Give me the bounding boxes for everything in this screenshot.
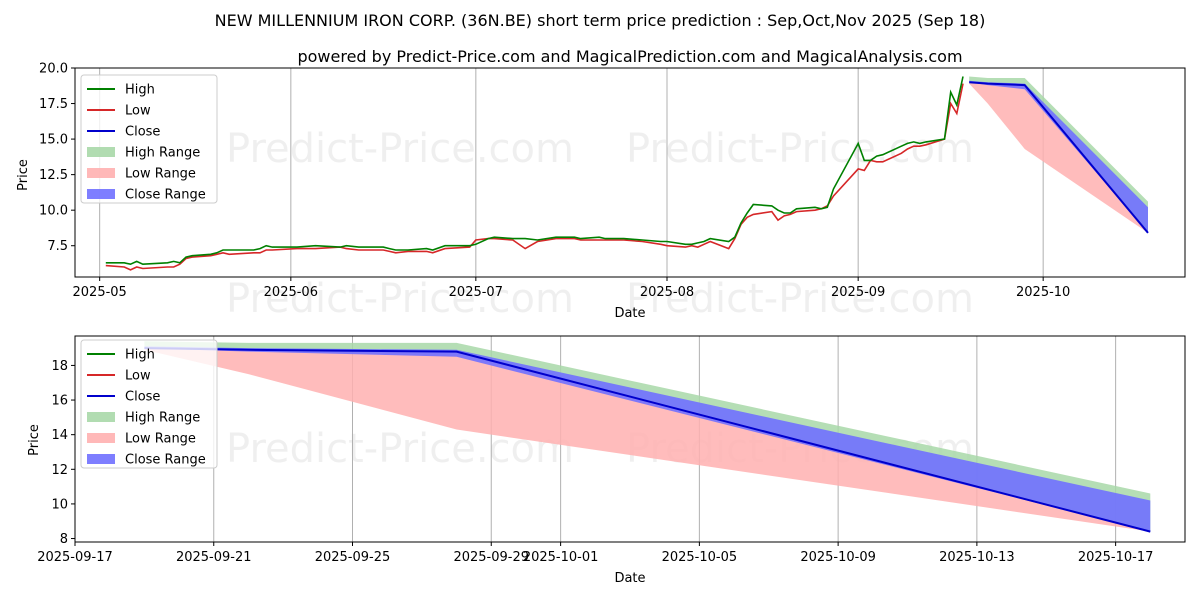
bottom-legend-swatch-4: [87, 433, 115, 443]
bottom-ytick-label-5: 18: [51, 359, 68, 374]
top-legend: High Low Close High Range Low Range Close Ran…: [80, 74, 218, 204]
bottom-xtick-label-4: 2025-10-01: [523, 550, 599, 565]
top-grid: [99, 68, 1044, 277]
top-legend-label-4: Low Range: [125, 167, 196, 182]
bottom-xtick-label-1: 2025-09-21: [176, 550, 252, 565]
top-y-ticks: 7.5 10.0 12.5 15.0 17.5 20.0: [39, 62, 75, 254]
bottom-legend-swatch-3: [87, 412, 115, 422]
top-x-ticks: 2025-05 2025-06 2025-07 2025-08 2025-09 2025-…: [73, 277, 1070, 300]
top-ytick-label-2: 12.5: [39, 168, 68, 183]
top-ytick-label-4: 17.5: [39, 97, 68, 112]
watermark-top-1: Predict-Price.com: [226, 126, 574, 172]
bottom-xtick-label-6: 2025-10-09: [800, 550, 876, 565]
watermark-top-4: Predict-Price.com: [626, 276, 974, 322]
watermark-top-2: Predict-Price.com: [626, 126, 974, 172]
top-panel: Predict-Price.com Predict-Price.com Pred…: [16, 62, 1186, 322]
bottom-plot-frame: [74, 335, 1186, 543]
bottom-xtick-label-3: 2025-09-29: [453, 550, 529, 565]
top-xtick-label-3: 2025-08: [640, 285, 694, 300]
top-ytick-label-0: 7.5: [47, 239, 68, 254]
bottom-xtick-label-7: 2025-10-13: [939, 550, 1015, 565]
bottom-low-range-area: [144, 348, 1151, 532]
top-plot-frame: [74, 67, 1186, 278]
top-xtick-label-4: 2025-09: [831, 285, 885, 300]
bottom-x-ticks: 2025-09-17 2025-09-21 2025-09-25 2025-09-29…: [37, 542, 1153, 565]
bottom-panel: Predict-Price.com Predict-Price.com 2025…: [27, 335, 1186, 586]
top-legend-label-2: Close: [125, 125, 160, 140]
watermark-top-3: Predict-Price.com: [226, 276, 574, 322]
bottom-ytick-label-3: 14: [51, 428, 68, 443]
chart-subtitle: powered by Predict-Price.com and Magical…: [297, 47, 962, 66]
watermark-top: Predict-Price.com Predict-Price.com Pred…: [226, 126, 974, 322]
chart-title: NEW MILLENNIUM IRON CORP. (36N.BE) short…: [215, 11, 986, 30]
bottom-ytick-label-4: 16: [51, 394, 68, 409]
top-close-forecast-line: [969, 81, 1149, 234]
top-xtick-label-0: 2025-05: [73, 285, 127, 300]
bottom-y-axis-label: Price: [27, 424, 42, 456]
top-legend-swatch-5: [87, 189, 115, 199]
bottom-legend-label-2: Close: [125, 390, 160, 405]
bottom-x-axis-label: Date: [614, 571, 645, 586]
top-ytick-label-3: 15.0: [39, 133, 68, 148]
top-low-range-area: [969, 82, 1148, 233]
bottom-legend-label-0: High: [125, 348, 155, 363]
top-high-line: [105, 76, 964, 266]
top-legend-label-0: High: [125, 83, 155, 98]
top-x-axis-label: Date: [614, 306, 645, 321]
top-ytick-label-5: 20.0: [39, 62, 68, 77]
top-legend-label-1: Low: [125, 104, 151, 119]
top-ytick-label-1: 10.0: [39, 204, 68, 219]
bottom-legend-label-5: Close Range: [125, 453, 206, 468]
top-forecast-areas: [969, 76, 1148, 233]
top-xtick-label-2: 2025-07: [449, 285, 503, 300]
top-legend-swatch-3: [87, 147, 115, 157]
bottom-ytick-label-1: 10: [51, 497, 68, 512]
bottom-legend-label-1: Low: [125, 369, 151, 384]
top-legend-label-3: High Range: [125, 146, 200, 161]
top-low-line: [105, 83, 964, 271]
bottom-xtick-label-5: 2025-10-05: [662, 550, 738, 565]
top-y-axis-label: Price: [16, 159, 31, 191]
bottom-xtick-label-2: 2025-09-25: [315, 550, 391, 565]
bottom-legend-label-3: High Range: [125, 411, 200, 426]
bottom-xtick-label-8: 2025-10-17: [1078, 550, 1154, 565]
top-legend-label-5: Close Range: [125, 188, 206, 203]
bottom-forecast-areas: [144, 341, 1151, 532]
top-xtick-label-5: 2025-10: [1016, 285, 1070, 300]
top-series-lines: [105, 76, 1149, 271]
top-legend-swatch-4: [87, 168, 115, 178]
top-xtick-label-1: 2025-06: [264, 285, 318, 300]
bottom-xtick-label-0: 2025-09-17: [37, 550, 113, 565]
bottom-legend-swatch-5: [87, 454, 115, 464]
bottom-y-ticks: 8 10 12 14 16 18: [51, 359, 75, 547]
bottom-legend: High Low Close High Range Low Range Close Ran…: [80, 339, 218, 469]
bottom-ytick-label-0: 8: [60, 532, 68, 547]
bottom-ytick-label-2: 12: [51, 463, 68, 478]
bottom-legend-label-4: Low Range: [125, 432, 196, 447]
